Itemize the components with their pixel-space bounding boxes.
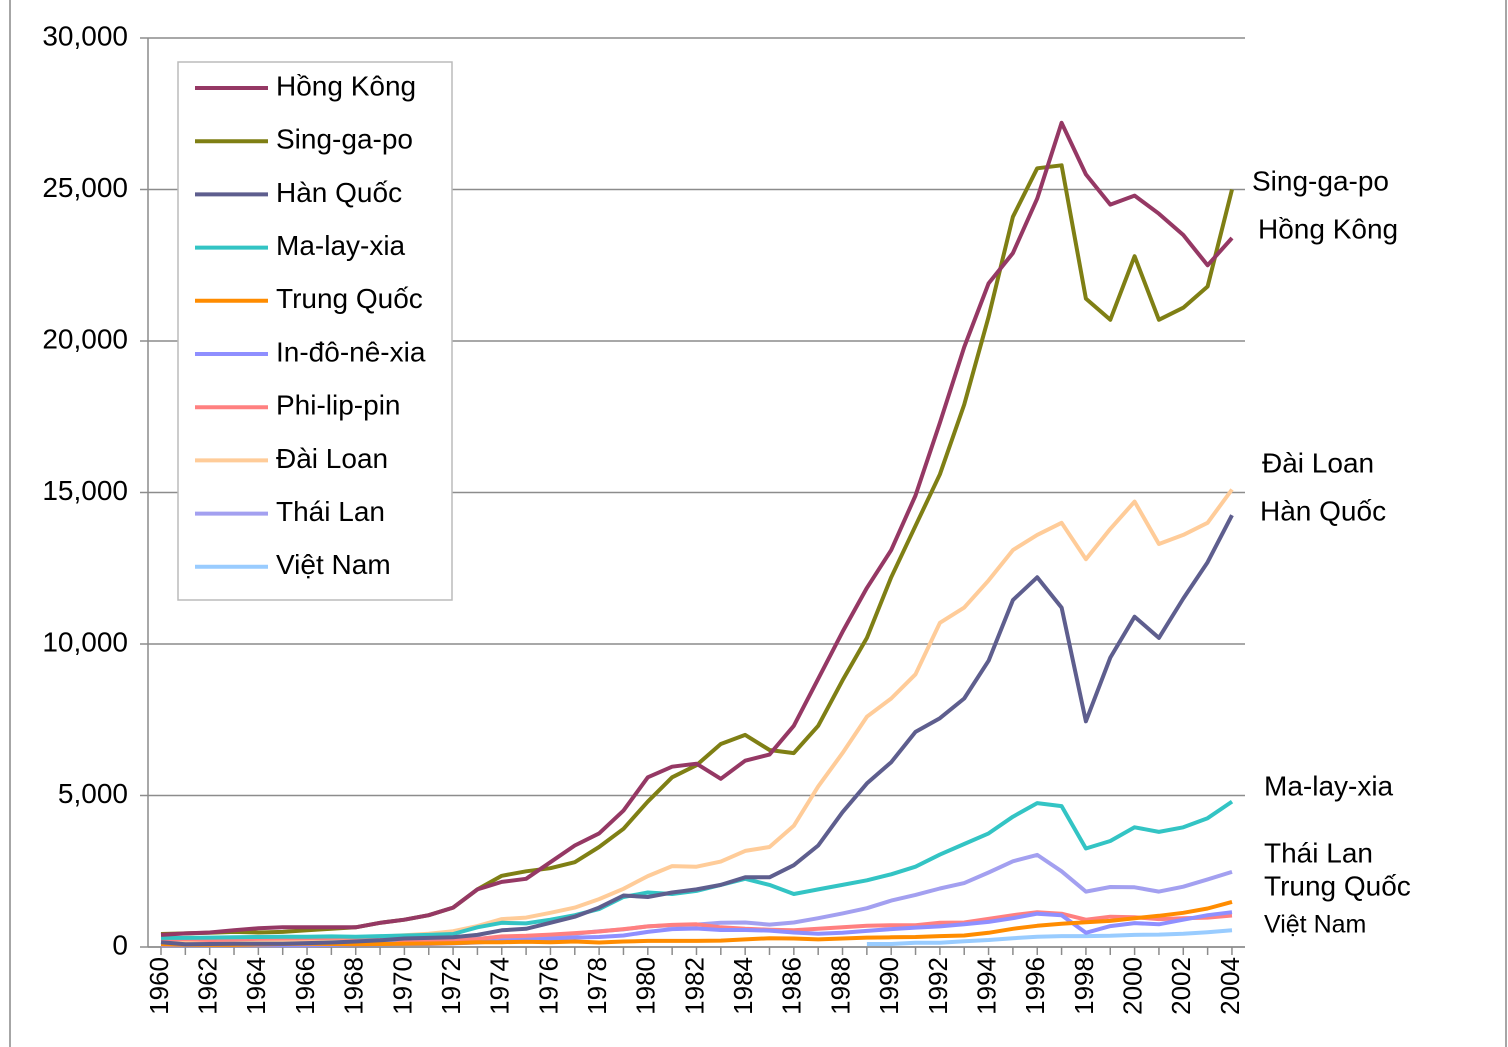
series-line [160,120,1234,937]
x-tick-label: 1984 [728,957,758,1015]
y-tick-label: 10,000 [42,626,128,657]
y-tick-label: 0 [112,929,128,960]
x-tick-label: 1968 [339,957,369,1015]
x-tick-label: 2004 [1215,957,1245,1015]
y-tick-label: 15,000 [42,475,128,506]
x-tick-label: 1962 [193,957,223,1015]
x-tick-label: 1988 [825,957,855,1015]
series-line [866,928,1233,946]
series-end-label: Sing-ga-po [1252,165,1389,196]
frame [9,0,1507,1047]
y-tick-label: 5,000 [58,778,128,809]
legend-label: Sing-ga-po [276,124,413,155]
series-end-label: Trung Quốc [1264,870,1411,901]
x-tick-label: 1992 [923,957,953,1015]
x-tick-label: 1982 [679,957,709,1015]
legend-label: Phi-lip-pin [276,390,401,421]
x-tick-label: 1996 [1020,957,1050,1015]
x-tick-label: 1994 [971,957,1001,1015]
legend-label: In-đô-nê-xia [276,336,426,367]
series-end-label: Thái Lan [1264,837,1373,868]
x-tick-label: 1976 [533,957,563,1015]
y-tick-label: 20,000 [42,323,128,354]
legend-label: Việt Nam [276,549,391,580]
x-tick-label: 1978 [582,957,612,1015]
legend: Hồng Kông Sing-ga-po Hàn Quốc Ma-lay-xia Tru… [177,61,453,601]
y-tick-label: 25,000 [42,172,128,203]
legend-label: Ma-lay-xia [276,230,406,261]
x-tick-label: 1970 [387,957,417,1015]
series-line [160,514,1234,947]
series-end-label: Hồng Kông [1258,213,1398,244]
series-end-label: Hàn Quốc [1260,495,1386,526]
x-tick-label: 1990 [874,957,904,1015]
x-tick-label: 1964 [241,957,271,1015]
series-end-label: Ma-lay-xia [1264,770,1394,801]
legend-label: Hàn Quốc [276,177,402,208]
x-tick-label: 1966 [290,957,320,1015]
x-tick-label: 1974 [485,957,515,1015]
series-end-label: Việt Nam [1264,911,1366,939]
x-tick-label: 1980 [631,957,661,1015]
legend-box [177,61,453,601]
y-tick-label: 30,000 [42,20,128,51]
legend-label: Thái Lan [276,496,385,527]
series-end-label: Đài Loan [1262,447,1374,478]
x-tick-label: 1998 [1069,957,1099,1015]
x-tick-label: 1972 [436,957,466,1015]
legend-label: Đài Loan [276,443,388,474]
legend-label: Hồng Kông [276,70,416,101]
x-tick-label: 2000 [1117,957,1147,1015]
x-tick-label: 1960 [144,957,174,1015]
x-tick-label: 2002 [1166,957,1196,1015]
x-tick-label: 1986 [777,957,807,1015]
legend-label: Trung Quốc [276,283,423,314]
